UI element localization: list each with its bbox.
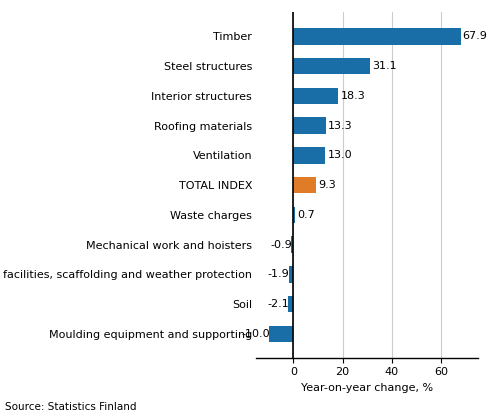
Text: 13.3: 13.3 (328, 121, 352, 131)
Bar (293, 177, 317, 193)
Bar (293, 207, 295, 223)
Text: -10.0: -10.0 (241, 329, 270, 339)
Text: 31.1: 31.1 (372, 61, 396, 71)
Text: -2.1: -2.1 (267, 299, 289, 309)
Text: 9.3: 9.3 (318, 180, 336, 190)
Bar (291, 236, 293, 253)
Bar (269, 326, 293, 342)
Text: 13.0: 13.0 (327, 150, 352, 160)
Text: -1.9: -1.9 (268, 270, 290, 280)
Bar (293, 58, 370, 74)
Bar (289, 266, 293, 282)
Text: 18.3: 18.3 (341, 91, 365, 101)
Bar (293, 88, 339, 104)
Bar (293, 117, 326, 134)
Text: 67.9: 67.9 (463, 31, 488, 41)
Bar (293, 28, 461, 45)
Text: -0.9: -0.9 (270, 240, 292, 250)
Bar (293, 147, 325, 163)
Text: 0.7: 0.7 (297, 210, 315, 220)
Text: Source: Statistics Finland: Source: Statistics Finland (5, 402, 137, 412)
X-axis label: Year-on-year change, %: Year-on-year change, % (301, 383, 433, 393)
Bar (288, 296, 293, 312)
